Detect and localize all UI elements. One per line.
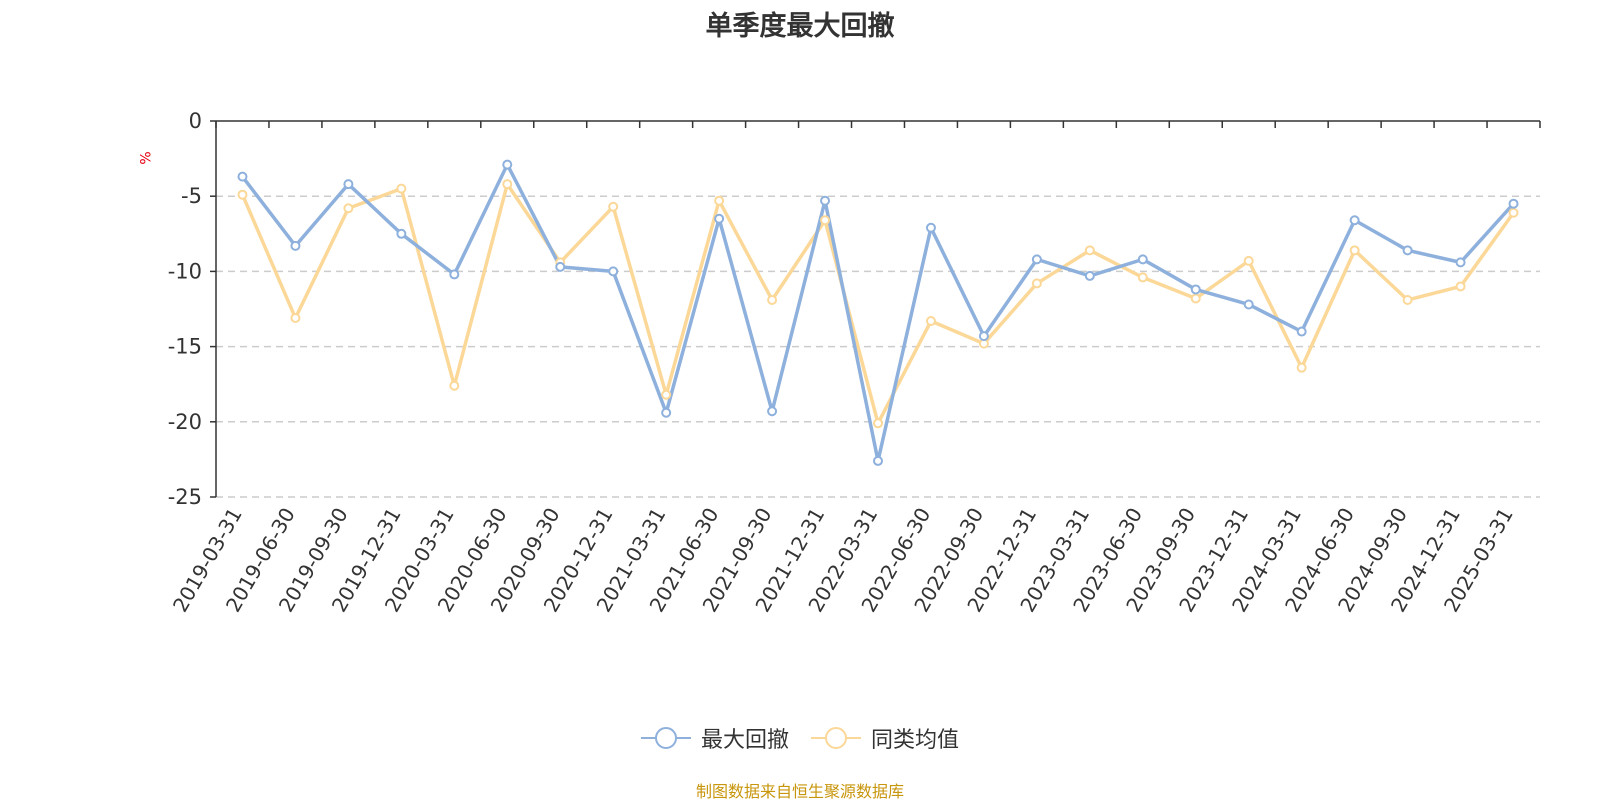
- data-point-series-2: [767, 294, 778, 305]
- data-point-series-1: [396, 228, 407, 239]
- data-point-series-2: [608, 201, 619, 212]
- data-point-series-1: [1031, 254, 1042, 265]
- data-point-series-2: [449, 380, 460, 391]
- data-point-series-1: [714, 213, 725, 224]
- data-point-series-2: [1455, 281, 1466, 292]
- data-point-series-1: [1243, 299, 1254, 310]
- data-point-series-1: [555, 261, 566, 272]
- legend: 最大回撤 同类均值: [0, 722, 1600, 754]
- data-point-series-2: [1031, 278, 1042, 289]
- data-point-series-1: [978, 331, 989, 342]
- data-point-series-2: [925, 316, 936, 327]
- data-point-series-2: [820, 215, 831, 226]
- data-point-series-2: [1243, 255, 1254, 266]
- data-point-series-1: [1349, 215, 1360, 226]
- data-point-series-1: [1137, 254, 1148, 265]
- y-tick-label: -5: [181, 184, 202, 208]
- data-point-series-2: [343, 203, 354, 214]
- y-tick-label: -25: [168, 485, 202, 509]
- data-point-series-1: [1084, 270, 1095, 281]
- data-point-series-2: [502, 179, 513, 190]
- data-point-series-1: [925, 222, 936, 233]
- data-point-series-2: [1402, 294, 1413, 305]
- data-point-series-1: [1190, 284, 1201, 295]
- y-tick-label: -15: [168, 335, 202, 359]
- y-tick-label: -10: [168, 259, 202, 283]
- data-point-series-1: [767, 406, 778, 417]
- data-point-series-1: [820, 195, 831, 206]
- data-point-series-2: [1190, 293, 1201, 304]
- data-point-series-1: [502, 159, 513, 170]
- data-point-series-1: [873, 455, 883, 466]
- data-point-series-2: [714, 195, 725, 206]
- legend-label-series-2: 同类均值: [871, 728, 960, 753]
- data-point-series-2: [1349, 245, 1360, 256]
- y-tick-label: 0: [189, 109, 202, 133]
- data-point-series-1: [1455, 257, 1466, 268]
- legend-label-series-1: 最大回撤: [700, 728, 789, 753]
- legend-item-series-2[interactable]: 同类均值: [811, 722, 959, 754]
- legend-marker-series-1: [640, 727, 691, 749]
- data-point-series-2: [1137, 272, 1148, 283]
- y-tick-label: -20: [168, 410, 202, 434]
- data-point-series-2: [873, 418, 883, 429]
- chart-title: 单季度最大回撤: [705, 11, 895, 42]
- data-point-series-1: [237, 171, 248, 182]
- series-line-2: [240, 182, 1515, 426]
- legend-item-series-1[interactable]: 最大回撤: [640, 722, 789, 754]
- data-source-note: 制图数据来自恒生聚源数据库: [695, 782, 904, 801]
- data-point-series-2: [396, 183, 407, 194]
- data-point-series-1: [343, 179, 354, 190]
- legend-marker-series-2: [811, 727, 861, 749]
- data-point-series-2: [1508, 207, 1519, 218]
- data-point-series-1: [290, 240, 301, 251]
- data-point-series-2: [1084, 245, 1095, 256]
- data-point-series-2: [290, 313, 301, 324]
- data-point-series-2: [1296, 362, 1307, 373]
- data-point-series-1: [608, 266, 619, 277]
- data-point-series-1: [1296, 326, 1307, 337]
- data-point-series-1: [449, 269, 460, 280]
- line-chart: 0-5-10-15-20-252019-03-312019-06-302019-…: [168, 109, 1541, 616]
- data-point-series-1: [661, 407, 672, 418]
- data-point-series-2: [237, 189, 248, 200]
- data-point-series-1: [1402, 245, 1413, 256]
- data-point-series-2: [661, 389, 672, 400]
- data-point-series-1: [1508, 198, 1519, 209]
